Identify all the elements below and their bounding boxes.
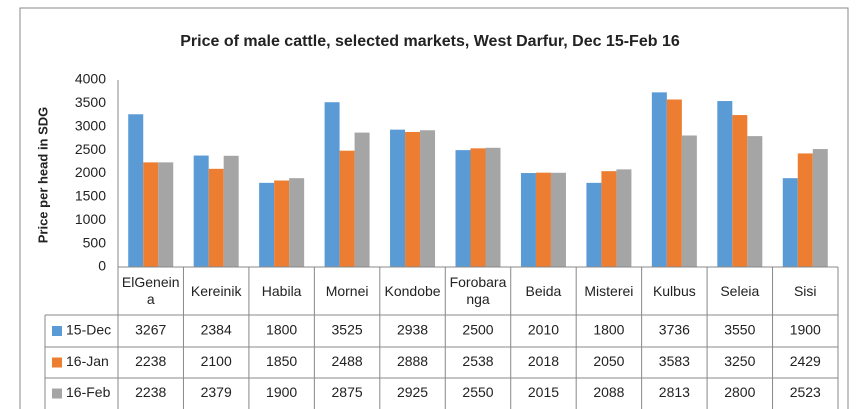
legend-label: 16-Feb — [66, 384, 111, 400]
bar — [717, 101, 733, 267]
y-tick-label: 3500 — [75, 94, 106, 110]
table-value: 2813 — [659, 384, 690, 400]
x-tick-label: Kondobe — [384, 282, 441, 299]
x-tick-label: ElGeneina — [121, 274, 180, 307]
bar — [666, 99, 682, 267]
bar — [681, 135, 697, 267]
bar — [470, 148, 486, 267]
legend-swatch — [52, 326, 62, 336]
x-tick-label: Kulbus — [652, 282, 696, 299]
bar — [485, 147, 501, 267]
bar — [128, 114, 144, 267]
bar — [324, 102, 340, 267]
bar — [208, 168, 224, 267]
table-value: 2088 — [593, 384, 624, 400]
bar — [455, 150, 471, 267]
x-tick-label: Beida — [525, 282, 562, 299]
bar — [782, 178, 798, 267]
table-value: 2800 — [724, 384, 755, 400]
bar — [339, 150, 355, 267]
x-tick-label: Mornei — [325, 282, 369, 299]
bar — [550, 172, 566, 267]
bar — [193, 155, 209, 267]
legend-swatch — [52, 388, 62, 399]
table-value: 3525 — [332, 322, 363, 338]
table-value: 2050 — [593, 353, 624, 369]
x-tick-label: Misterei — [584, 282, 634, 299]
table-value: 3267 — [135, 322, 166, 338]
bar — [354, 132, 370, 267]
table-value: 2429 — [790, 353, 821, 369]
y-tick-label: 3000 — [75, 117, 106, 133]
y-tick-label: 4000 — [75, 71, 106, 87]
bar — [732, 115, 748, 267]
bar — [812, 149, 828, 267]
x-tick-label: Seleia — [720, 282, 760, 299]
bar — [274, 180, 290, 267]
bar — [390, 129, 406, 267]
table-value: 2015 — [528, 384, 559, 400]
bar — [158, 162, 174, 267]
table-value: 2238 — [135, 384, 166, 400]
legend-label: 15-Dec — [66, 322, 111, 338]
table-value: 2488 — [332, 353, 363, 369]
table-value: 1800 — [593, 322, 624, 338]
legend-label: 16-Jan — [66, 353, 109, 369]
table-value: 1900 — [266, 384, 297, 400]
bar — [535, 172, 551, 267]
chart-title: Price of male cattle, selected markets, … — [180, 33, 680, 50]
y-tick-label: 2000 — [75, 164, 106, 180]
bar — [520, 173, 536, 267]
bar — [616, 169, 632, 267]
y-tick-label: 2500 — [75, 141, 106, 157]
y-tick-label: 1500 — [75, 188, 106, 204]
bar — [747, 136, 763, 267]
table-value: 2379 — [201, 384, 232, 400]
bar — [223, 155, 239, 267]
table-value: 2238 — [135, 353, 166, 369]
bar — [143, 162, 159, 267]
bar — [405, 131, 421, 267]
table-value: 2875 — [332, 384, 363, 400]
x-tick-label: Habila — [261, 282, 302, 299]
bar — [797, 153, 813, 267]
table-value: 2500 — [462, 322, 493, 338]
y-tick-label: 0 — [98, 258, 106, 274]
table-value: 2550 — [462, 384, 493, 400]
legend-swatch — [52, 357, 62, 368]
table-value: 2018 — [528, 353, 559, 369]
table-value: 2100 — [201, 353, 232, 369]
bar — [601, 171, 617, 267]
x-tick-label: Sisi — [793, 282, 817, 299]
table-value: 3250 — [724, 353, 755, 369]
table-value: 2523 — [790, 384, 821, 400]
table-value: 2925 — [397, 384, 428, 400]
table-value: 3583 — [659, 353, 690, 369]
table-value: 2888 — [397, 353, 428, 369]
table-value: 1900 — [790, 322, 821, 338]
bar — [289, 178, 305, 267]
y-tick-label: 500 — [83, 234, 107, 250]
table-value: 2938 — [397, 322, 428, 338]
x-tick-label: Kereinik — [190, 282, 242, 299]
table-value: 1800 — [266, 322, 297, 338]
y-tick-label: 1000 — [75, 211, 106, 227]
table-value: 1850 — [266, 353, 297, 369]
table-value: 2384 — [201, 322, 232, 338]
bar — [586, 182, 602, 267]
table-value: 2538 — [462, 353, 493, 369]
table-value: 3736 — [659, 322, 690, 338]
bar — [259, 182, 275, 267]
table-value: 2010 — [528, 322, 559, 338]
bar — [420, 130, 436, 267]
table-value: 3550 — [724, 322, 755, 338]
x-tick-label: Forobaranga — [449, 274, 507, 307]
bar — [651, 92, 667, 267]
y-axis-label: Price per head in SDG — [35, 107, 50, 244]
